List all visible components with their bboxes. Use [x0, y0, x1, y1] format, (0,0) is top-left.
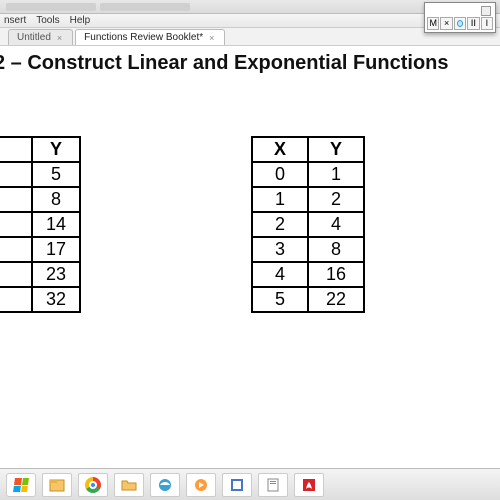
page-title: 2 – Construct Linear and Exponential Fun… — [0, 46, 500, 75]
table-row: 24 — [252, 212, 364, 237]
doc-tab-label: Untitled — [17, 32, 51, 43]
table-left: Y 5 8 14 17 23 32 — [0, 136, 81, 313]
smart-icon — [229, 477, 245, 493]
windows-logo-icon — [13, 478, 29, 492]
start-button[interactable] — [6, 473, 36, 497]
palette-pause-button[interactable]: ⅠⅠ — [467, 17, 479, 30]
desktop: M × ● ⅠⅠ I nsert Tools Help Untitled × F… — [0, 0, 500, 500]
taskbar-preview-button[interactable] — [258, 473, 288, 497]
table-row: 32 — [0, 287, 80, 312]
col-header — [0, 137, 32, 162]
table-row: 5 — [0, 162, 80, 187]
taskbar-smart-button[interactable] — [222, 473, 252, 497]
taskbar-explorer-button[interactable] — [114, 473, 144, 497]
menu-insert[interactable]: nsert — [4, 15, 26, 26]
preview-icon — [265, 477, 281, 493]
palette-stop-button[interactable]: I — [481, 17, 493, 30]
palette-record-button[interactable]: ● — [454, 17, 466, 30]
doc-tab-untitled[interactable]: Untitled × — [8, 29, 73, 45]
palette-x-button[interactable]: × — [440, 17, 452, 30]
taskbar-wmp-button[interactable] — [186, 473, 216, 497]
table-row: 23 — [0, 262, 80, 287]
table-right: X Y 01 12 24 38 416 522 — [251, 136, 365, 313]
palette-m-button[interactable]: M — [427, 17, 439, 30]
folder-icon — [121, 477, 137, 493]
wmp-icon — [193, 477, 209, 493]
table-row: 8 — [0, 187, 80, 212]
browser-tab[interactable] — [100, 3, 190, 11]
libraries-icon — [49, 477, 65, 493]
acrobat-icon — [301, 477, 317, 493]
table-row: 17 — [0, 237, 80, 262]
col-header: Y — [32, 137, 80, 162]
col-header: Y — [308, 137, 364, 162]
taskbar-chrome-button[interactable] — [78, 473, 108, 497]
cursor-icon — [481, 6, 491, 16]
menu-tools[interactable]: Tools — [36, 15, 59, 26]
table-header-row: Y — [0, 137, 80, 162]
taskbar — [0, 468, 500, 500]
browser-tab[interactable] — [6, 3, 96, 11]
table-row: 14 — [0, 212, 80, 237]
table-row: 12 — [252, 187, 364, 212]
col-header: X — [252, 137, 308, 162]
close-icon[interactable]: × — [209, 33, 214, 43]
chrome-icon — [85, 477, 101, 493]
ie-icon — [157, 477, 173, 493]
table-row: 01 — [252, 162, 364, 187]
table-row: 38 — [252, 237, 364, 262]
doc-tab-label: Functions Review Booklet* — [84, 32, 203, 43]
tables-region: Y 5 8 14 17 23 32 X Y 01 12 24 38 416 52… — [0, 136, 500, 313]
close-icon[interactable]: × — [57, 33, 62, 43]
taskbar-ie-button[interactable] — [150, 473, 180, 497]
table-header-row: X Y — [252, 137, 364, 162]
menu-help[interactable]: Help — [70, 15, 91, 26]
recorder-palette: M × ● ⅠⅠ I — [424, 2, 496, 33]
taskbar-libraries-button[interactable] — [42, 473, 72, 497]
doc-tab-functions[interactable]: Functions Review Booklet* × — [75, 29, 225, 45]
table-row: 416 — [252, 262, 364, 287]
table-row: 522 — [252, 287, 364, 312]
taskbar-acrobat-button[interactable] — [294, 473, 324, 497]
document-canvas: 2 – Construct Linear and Exponential Fun… — [0, 46, 500, 468]
